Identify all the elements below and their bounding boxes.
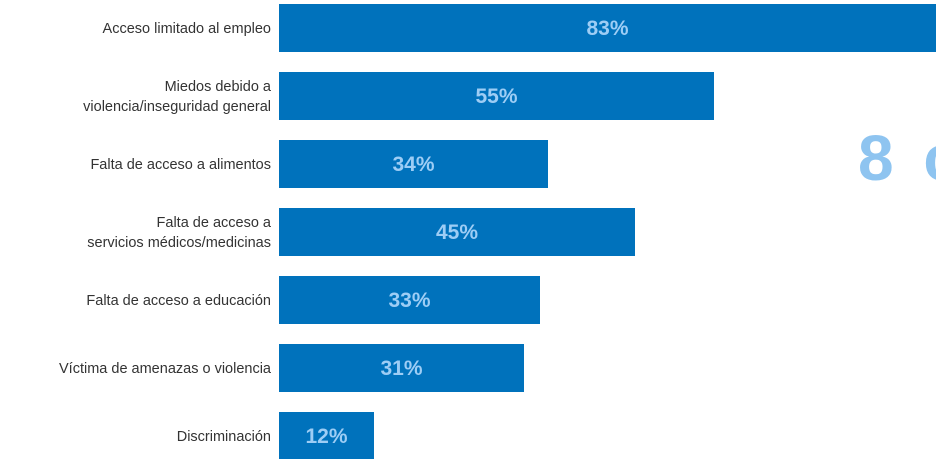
bar-value-label: 55% bbox=[475, 85, 517, 108]
category-label: Víctima de amenazas o violencia bbox=[59, 361, 272, 377]
category-label: Discriminación bbox=[177, 429, 271, 445]
category-label: Falta de acceso a alimentos bbox=[90, 157, 271, 173]
bar-row: 31% Víctima de amenazas o violencia bbox=[59, 344, 524, 392]
bar-value-label: 12% bbox=[305, 425, 347, 448]
bar-value-label: 45% bbox=[436, 221, 478, 244]
bar-value-label: 34% bbox=[392, 153, 434, 176]
headline-fragment: 8 c bbox=[858, 122, 936, 194]
bar-row: 45% Falta de acceso a servicios médicos/me… bbox=[87, 208, 635, 256]
category-label: Falta de acceso a bbox=[157, 215, 272, 231]
bar bbox=[279, 4, 936, 52]
bar-value-label: 33% bbox=[388, 289, 430, 312]
bar-row: 34% Falta de acceso a alimentos bbox=[90, 140, 548, 188]
bar bbox=[279, 412, 374, 459]
category-label: Miedos debido a bbox=[165, 79, 272, 95]
bar-row: 33% Falta de acceso a educación bbox=[86, 276, 540, 324]
bar bbox=[279, 72, 714, 120]
bar-value-label: 31% bbox=[380, 357, 422, 380]
bar-row: 55% Miedos debido a violencia/inseguridad … bbox=[83, 72, 714, 120]
bar-row: 12% Discriminación bbox=[177, 412, 374, 459]
bar bbox=[279, 140, 548, 188]
bar bbox=[279, 208, 635, 256]
bar-value-label: 83% bbox=[586, 17, 628, 40]
category-label: Acceso limitado al empleo bbox=[103, 21, 271, 37]
category-label: servicios médicos/medicinas bbox=[87, 235, 271, 251]
bar-row: 83% Acceso limitado al empleo bbox=[103, 4, 936, 52]
bar bbox=[279, 344, 524, 392]
category-label: Falta de acceso a educación bbox=[86, 293, 271, 309]
bar bbox=[279, 276, 540, 324]
category-label: violencia/inseguridad general bbox=[83, 99, 271, 115]
